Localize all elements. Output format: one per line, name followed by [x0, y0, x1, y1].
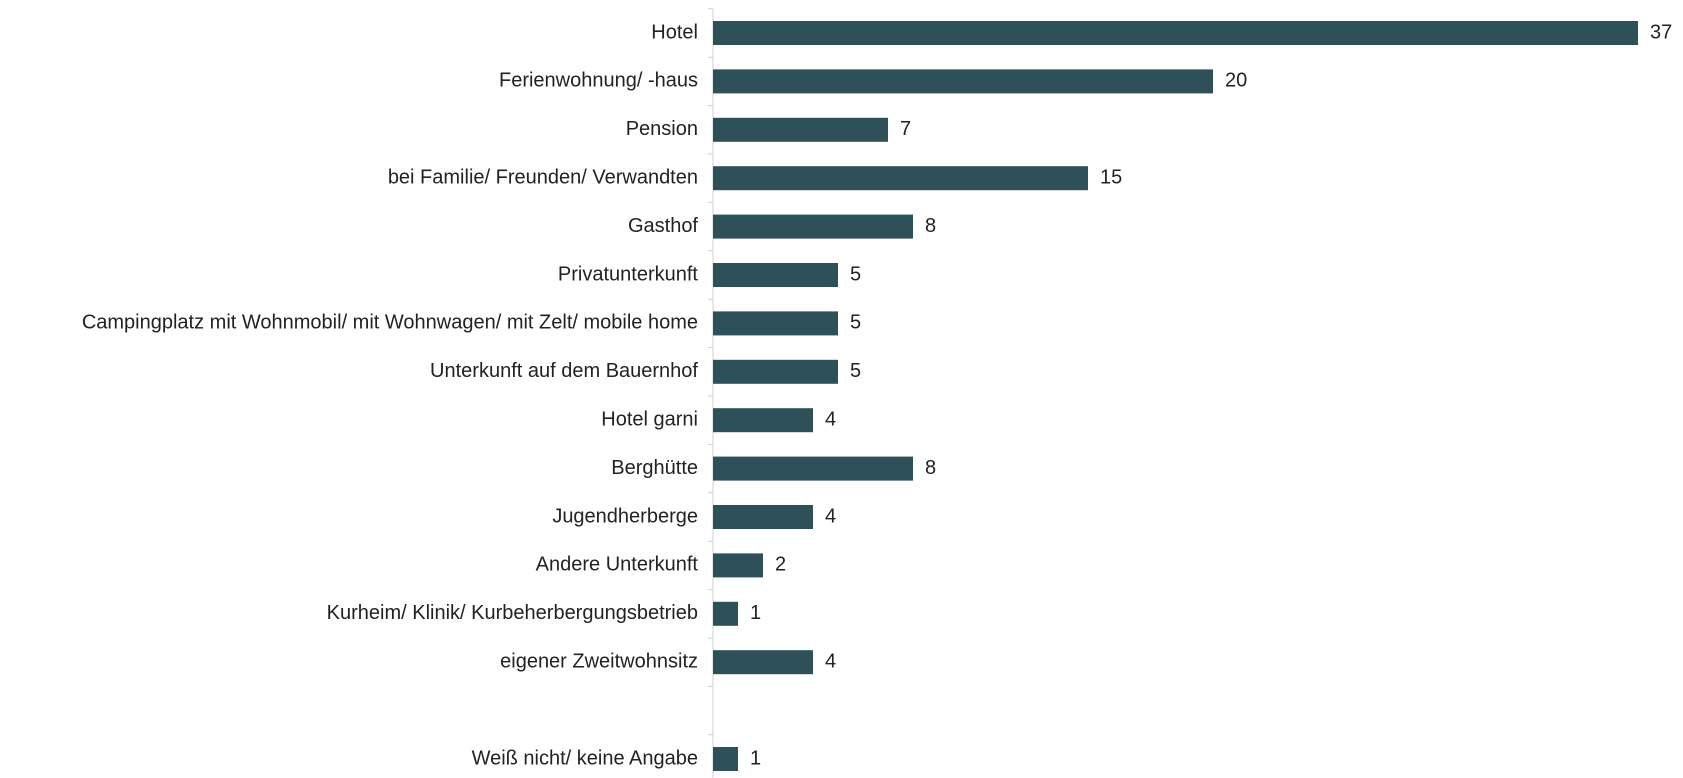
bar	[713, 505, 813, 529]
bar	[713, 21, 1638, 45]
bar	[713, 166, 1088, 191]
category-label: Ferienwohnung/ -haus	[499, 70, 698, 92]
category-label: Hotel	[651, 21, 698, 43]
category-label: Pension	[626, 118, 698, 140]
category-label: Hotel garni	[601, 408, 698, 430]
bar	[713, 650, 813, 675]
bar	[713, 69, 1213, 94]
category-label: Kurheim/ Klinik/ Kurbeherbergungsbetrieb	[327, 602, 698, 624]
bar	[713, 747, 738, 771]
bar	[713, 456, 913, 481]
bar	[713, 117, 888, 142]
bar	[713, 408, 813, 433]
bar	[713, 214, 913, 239]
value-label: 20	[1225, 70, 1247, 92]
bar	[713, 359, 838, 384]
value-label: 5	[850, 312, 861, 334]
value-label: 7	[900, 118, 911, 140]
category-label: Campingplatz mit Wohnmobil/ mit Wohnwage…	[82, 312, 698, 334]
category-label: Gasthof	[628, 215, 698, 237]
category-label: Berghütte	[611, 457, 698, 479]
bar	[713, 553, 763, 578]
category-label: Weiß nicht/ keine Angabe	[472, 747, 698, 769]
value-label: 8	[925, 457, 936, 479]
category-label: Andere Unterkunft	[536, 554, 699, 576]
value-label: 4	[825, 505, 836, 527]
value-label: 1	[750, 747, 761, 769]
category-label: bei Familie/ Freunden/ Verwandten	[388, 166, 698, 188]
value-label: 4	[825, 408, 836, 430]
value-label: 5	[850, 360, 861, 382]
value-label: 8	[925, 215, 936, 237]
category-label: eigener Zweitwohnsitz	[500, 650, 698, 672]
category-label: Jugendherberge	[552, 505, 698, 527]
value-label: 1	[750, 602, 761, 624]
value-label: 4	[825, 650, 836, 672]
bar	[713, 263, 838, 287]
bar	[713, 601, 738, 626]
value-label: 2	[775, 554, 786, 576]
value-label: 5	[850, 263, 861, 285]
category-label: Unterkunft auf dem Bauernhof	[430, 360, 698, 382]
bar	[713, 311, 838, 336]
value-label: 15	[1100, 166, 1122, 188]
category-label: Privatunterkunft	[558, 263, 699, 285]
value-label: 37	[1650, 21, 1672, 43]
